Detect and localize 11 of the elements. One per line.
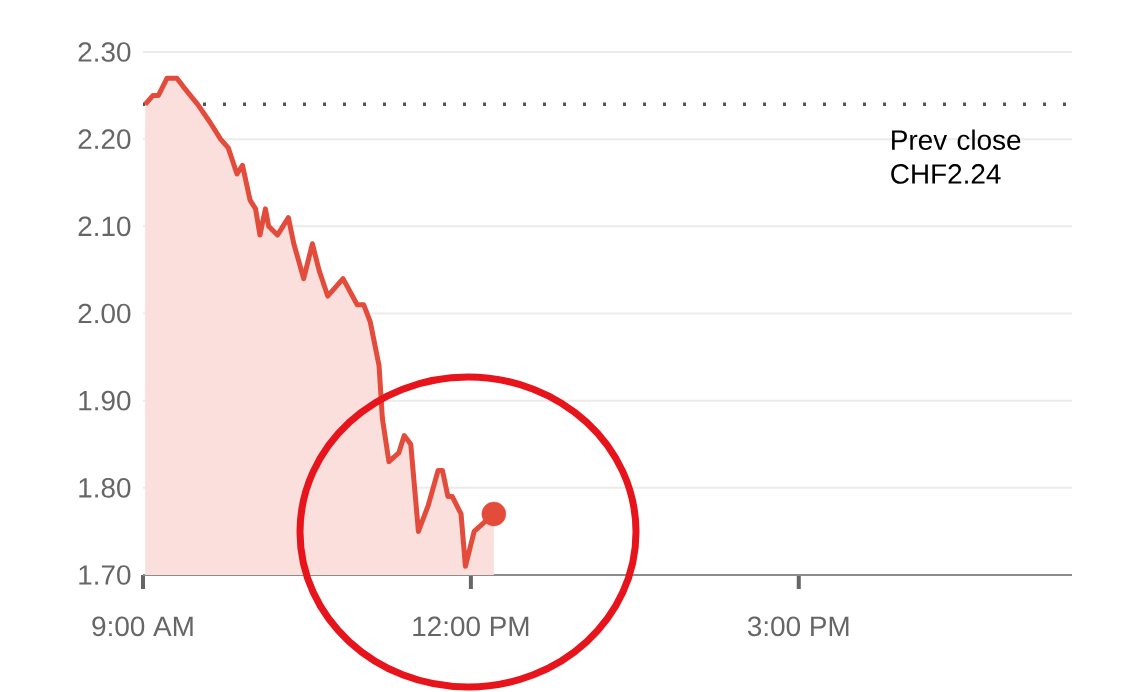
- y-tick-label: 1.80: [79, 477, 131, 498]
- x-tick-label: 3:00 PM: [747, 616, 849, 637]
- x-tick-label: 12:00 PM: [413, 616, 529, 637]
- y-tick-label: 2.10: [78, 216, 131, 237]
- y-tick-label: 1.90: [79, 390, 131, 411]
- y-tick-label: 2.20: [78, 129, 131, 150]
- y-tick-label: 2.30: [78, 42, 131, 62]
- x-tick-label: 9:00 AM: [92, 616, 193, 637]
- y-tick-label: 1.70: [79, 565, 131, 585]
- y-tick-label: 2.00: [78, 303, 131, 324]
- ref-line-label: Prev close CHF2.24: [891, 129, 1021, 184]
